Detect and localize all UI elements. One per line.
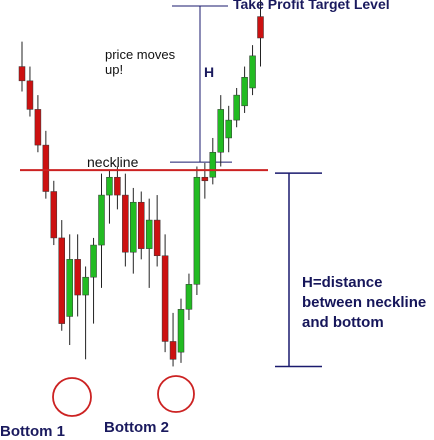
candle [185, 273, 193, 321]
candle [193, 166, 201, 296]
candle-body [185, 284, 193, 310]
candle-body [217, 109, 224, 153]
bottom-2-circle [157, 375, 195, 413]
candle [249, 45, 256, 96]
candle [177, 298, 185, 363]
candle [82, 266, 89, 360]
h-label: H [204, 64, 215, 80]
candle-body [169, 341, 177, 360]
candle [18, 41, 26, 92]
candle-body [161, 255, 169, 342]
candle-body [34, 109, 42, 146]
candle-body [130, 201, 137, 253]
neckline-label: neckline [87, 154, 139, 170]
candle [145, 198, 153, 288]
candle-body [26, 80, 34, 110]
candle [114, 166, 121, 210]
candle [42, 130, 50, 199]
candle-body [145, 219, 153, 249]
candle-body [257, 16, 264, 39]
candle-body [153, 219, 161, 257]
candle-body [241, 77, 248, 107]
candle [138, 191, 145, 260]
candle-body [233, 94, 240, 121]
candle [161, 234, 169, 353]
candle [201, 162, 209, 199]
candle-body [74, 259, 81, 296]
candle [209, 137, 217, 185]
candle-body [122, 194, 129, 253]
candle-body [42, 144, 50, 192]
candle [169, 312, 177, 367]
overlays-group [20, 169, 268, 417]
candle-body [138, 201, 145, 249]
price-moves-label: price moves up! [105, 47, 176, 77]
candle-body [18, 66, 26, 82]
candle [130, 187, 137, 274]
candle [217, 95, 224, 167]
candle-body [82, 276, 89, 296]
candle [66, 234, 73, 346]
candle-body [249, 55, 256, 89]
candle-body [106, 176, 113, 196]
candle [34, 95, 42, 153]
candle [225, 105, 232, 153]
candle-body [50, 191, 58, 239]
candle [50, 180, 58, 246]
candle [90, 237, 97, 324]
candle [58, 220, 65, 331]
candles-group [18, 0, 264, 367]
candle [98, 173, 105, 288]
bottom-1-circle [52, 377, 92, 417]
candle [233, 87, 240, 128]
candle-body [209, 151, 217, 178]
bottom-2-label: Bottom 2 [104, 419, 169, 436]
candle [122, 173, 129, 267]
candle [257, 0, 264, 67]
candle-body [114, 176, 121, 196]
candle [74, 234, 81, 317]
candle-body [66, 259, 73, 317]
candle-body [90, 244, 97, 278]
candle-body [201, 176, 209, 182]
candle-body [225, 119, 232, 139]
candle [241, 66, 248, 113]
bottom-1-label: Bottom 1 [0, 423, 65, 440]
h-definition-label: H=distance between neckline and bottom [302, 274, 427, 331]
candle [26, 66, 34, 117]
candle-body [177, 309, 185, 353]
candle [153, 195, 161, 267]
candle-body [58, 237, 65, 324]
candle [106, 170, 113, 224]
candle-body [193, 176, 201, 285]
candle-body [98, 194, 105, 246]
guide-lines [170, 5, 322, 368]
take-profit-label: Take Profit Target Level [233, 0, 390, 12]
